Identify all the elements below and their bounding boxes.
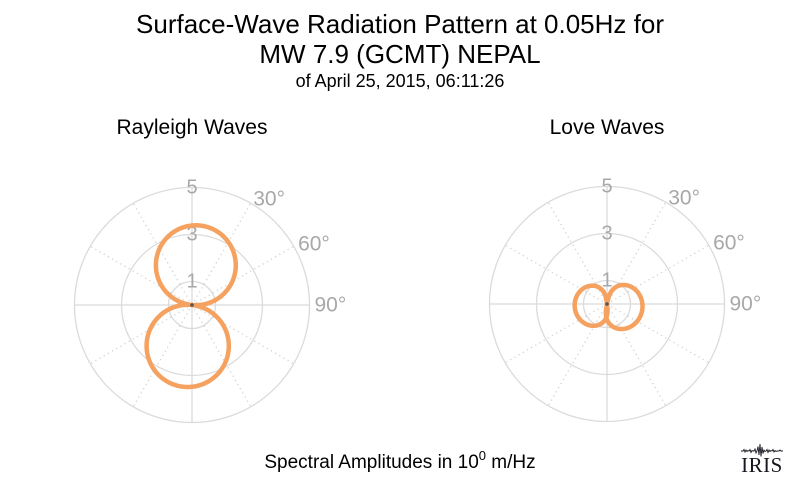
angle-tick-label: 60° <box>298 232 330 255</box>
radial-tick-label: 1 <box>186 270 197 292</box>
angle-tick-label: 30° <box>253 187 285 210</box>
radiation-lobe <box>153 222 239 307</box>
iris-logo: IRIS <box>737 443 787 483</box>
radiation-lobe <box>603 282 645 331</box>
radial-tick-label: 1 <box>601 269 612 291</box>
angle-tick-label: 30° <box>668 186 700 209</box>
radial-tick-label: 3 <box>601 222 612 244</box>
radiation-lobe <box>572 282 610 328</box>
angle-tick-label: 60° <box>713 231 745 254</box>
radial-tick-label: 5 <box>601 175 612 197</box>
rayleigh-panel-title: Rayleigh Waves <box>116 116 268 139</box>
caption-suffix: m/Hz <box>486 452 536 473</box>
center-dot <box>605 301 609 306</box>
angle-tick-label: 90° <box>730 292 762 315</box>
figure-subtitle: of April 25, 2015, 06:11:26 <box>295 71 505 91</box>
figure-title-line1: Surface-Wave Radiation Pattern at 0.05Hz… <box>136 9 664 39</box>
center-dot <box>190 302 194 307</box>
love-panel-title: Love Waves <box>549 116 665 139</box>
radiation-lobe <box>144 302 232 389</box>
radial-tick-label: 5 <box>186 176 197 198</box>
rayleigh-polar-chart: 30° 60° 90° 1 3 5 <box>73 176 347 423</box>
seismogram-icon <box>741 443 783 457</box>
radial-tick-label: 3 <box>186 223 197 245</box>
love-polar-chart: 30° 60° 90° 1 3 5 <box>488 175 762 422</box>
caption-prefix: Spectral Amplitudes in 10 <box>264 452 479 473</box>
angle-tick-label: 90° <box>315 293 347 316</box>
figure-title-line2: MW 7.9 (GCMT) NEPAL <box>259 39 541 69</box>
iris-logo-text: IRIS <box>741 453 783 477</box>
caption-exponent: 0 <box>478 447 487 463</box>
amplitude-caption: Spectral Amplitudes in 100 m/Hz <box>0 449 800 474</box>
